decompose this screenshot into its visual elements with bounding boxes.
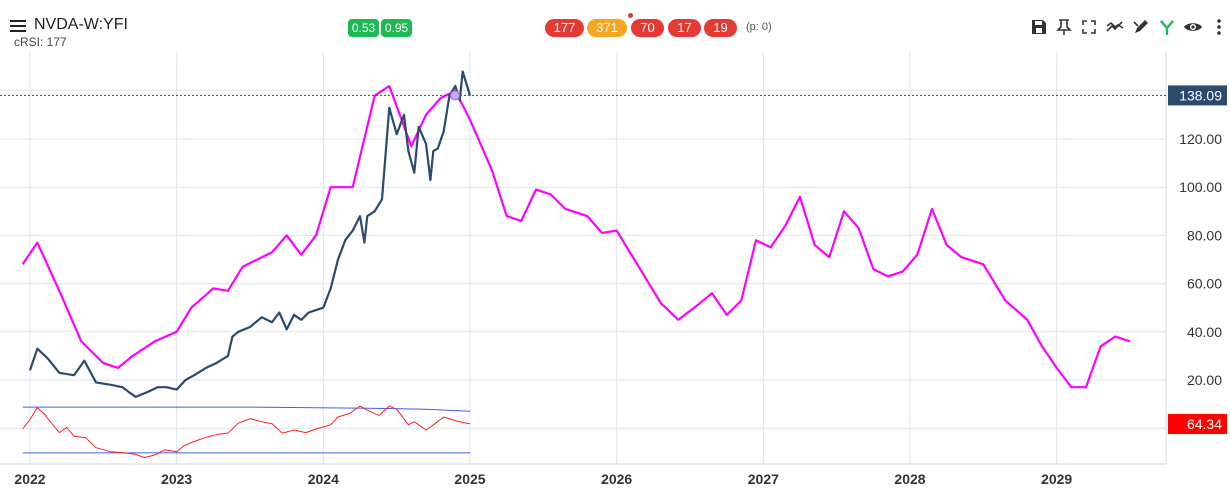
count-badge-3[interactable]: 70: [631, 19, 664, 37]
y-axis: 20.00 40.00 60.00 80.00 100.00 120.00: [1179, 131, 1222, 388]
y-tick-label: 120.00: [1179, 131, 1222, 147]
series-crsi-upper-band: [22, 406, 471, 412]
more-vertical-icon[interactable]: [1209, 17, 1221, 37]
alert-dot: [628, 13, 633, 18]
count-badge-1[interactable]: 177: [545, 19, 584, 37]
fullscreen-icon[interactable]: [1079, 17, 1099, 37]
chart-header: NVDA-W:YFI cRSI: 177 0.53 0.95 177 371 7…: [0, 0, 1230, 52]
series-price: [28, 70, 472, 398]
menu-icon[interactable]: [10, 20, 26, 32]
trend-icon[interactable]: [1105, 17, 1125, 37]
y-tick-label: 80.00: [1187, 227, 1222, 243]
current-price-marker: [450, 90, 460, 101]
ticker-title[interactable]: NVDA-W:YFI: [34, 16, 128, 33]
count-badge-4[interactable]: 17: [668, 19, 701, 37]
score-badge-2[interactable]: 0.95: [381, 19, 412, 37]
x-tick-label: 2027: [748, 471, 779, 487]
pin-icon[interactable]: [1054, 17, 1074, 37]
series-layer: [21, 70, 1131, 459]
price-label-bg: [1168, 85, 1227, 106]
y-tick-label: 60.00: [1187, 276, 1222, 292]
indicator-subtitle: cRSI: 177: [14, 35, 67, 49]
count-badge-5[interactable]: 19: [704, 19, 737, 37]
count-badge-2[interactable]: 371: [587, 19, 627, 37]
x-tick-label: 2025: [454, 471, 485, 487]
price-label: 138.09: [1179, 87, 1222, 103]
x-tick-label: 2026: [601, 471, 632, 487]
branch-icon[interactable]: [1157, 17, 1177, 37]
series-crsi: [22, 405, 471, 459]
chart-grid: [0, 52, 1167, 465]
indicator-label-bg: [1168, 414, 1227, 434]
draw-icon[interactable]: [1131, 17, 1151, 37]
x-tick-label: 2029: [1041, 471, 1072, 487]
score-badge-1[interactable]: 0.53: [348, 19, 379, 37]
y-tick-label: 40.00: [1187, 324, 1222, 340]
eye-icon[interactable]: [1183, 17, 1203, 37]
value-labels: 138.09 64.34: [1168, 85, 1227, 434]
x-tick-label: 2022: [14, 471, 45, 487]
indicator-label: 64.34: [1187, 416, 1222, 432]
x-tick-label: 2023: [161, 471, 192, 487]
p-count: (p: 0): [746, 21, 772, 33]
markers: [0, 90, 1166, 101]
save-icon[interactable]: [1029, 17, 1049, 37]
x-tick-label: 2024: [308, 471, 339, 487]
x-tick-label: 2028: [894, 471, 925, 487]
y-tick-label: 100.00: [1179, 179, 1222, 195]
x-axis: 2022 2023 2024 2025 2026 2027 2028 2029: [14, 471, 1072, 487]
plot-background: [0, 52, 1166, 464]
series-cycle: [21, 84, 1131, 389]
y-tick-label: 20.00: [1187, 372, 1222, 388]
